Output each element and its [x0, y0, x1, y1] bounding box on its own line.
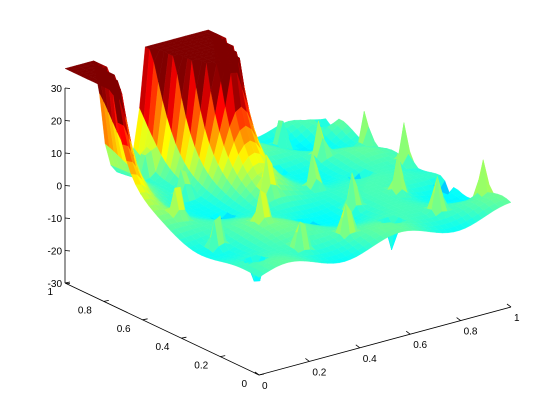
x-tick-label: 0.4 [363, 354, 377, 365]
z-tick-label: 0 [56, 182, 62, 193]
z-tick-mark [64, 217, 71, 219]
y-tick-label: 0 [241, 379, 247, 390]
y-tick-label: 0.4 [155, 342, 169, 353]
surface-face [500, 198, 512, 205]
x-tick-label: 0.6 [413, 340, 427, 351]
z-tick-label: -20 [48, 247, 63, 258]
y-tick-label: 1 [47, 287, 53, 298]
x-tick-label: 0 [262, 381, 268, 392]
x-tick-mark [305, 358, 310, 362]
y-tick-mark [103, 300, 109, 302]
z-tick-mark [64, 120, 71, 122]
x-tick-mark [456, 317, 461, 321]
axes-frame [64, 87, 512, 376]
y-tick-label: 0.2 [194, 361, 208, 372]
y-tick-mark [181, 336, 187, 339]
y-tick-mark [258, 373, 265, 376]
x-tick-mark [355, 344, 361, 349]
x-axis-line [258, 306, 512, 376]
y-tick-label: 0.6 [117, 324, 131, 335]
z-tick-label: 30 [51, 84, 63, 95]
y-tick-mark [142, 318, 148, 321]
z-tick-mark [64, 152, 71, 154]
z-tick-label: 20 [51, 117, 63, 128]
surface-mesh [64, 29, 512, 282]
x-tick-label: 1 [514, 313, 520, 324]
z-tick-mark [64, 87, 71, 89]
z-tick-mark [64, 185, 71, 187]
y-tick-label: 0.8 [78, 305, 92, 316]
x-tick-mark [506, 303, 512, 308]
z-tick-label: -10 [48, 214, 63, 225]
y-tick-mark [220, 355, 226, 357]
x-tick-label: 0.2 [312, 367, 326, 378]
z-tick-label: -30 [48, 279, 63, 290]
tick-labels: 00.20.40.60.8100.20.40.60.81-30-20-10010… [47, 84, 520, 392]
x-tick-mark [405, 330, 411, 335]
x-tick-label: 0.8 [464, 327, 478, 338]
z-tick-mark [64, 282, 71, 284]
y-axis-line [64, 282, 260, 376]
z-tick-mark [64, 250, 71, 252]
x-tick-mark [254, 371, 260, 376]
z-tick-label: 10 [51, 149, 63, 160]
